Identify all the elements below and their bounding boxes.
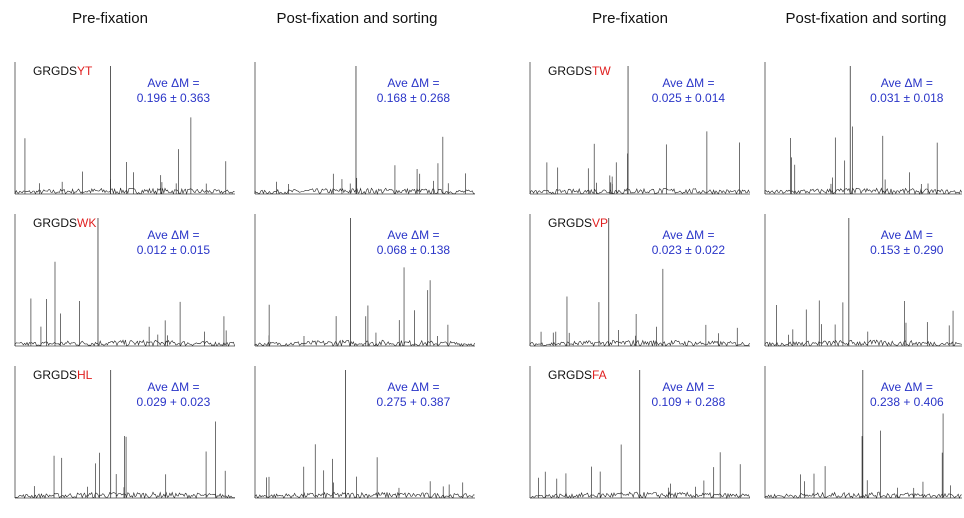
peptide-suffix: VP xyxy=(592,216,608,230)
peptide-prefix: GRGDS xyxy=(548,368,592,382)
peptide-label: GRGDSVP xyxy=(548,216,608,230)
peptide-label: GRGDSTW xyxy=(548,64,611,78)
ave-label: Ave ΔM = xyxy=(662,76,714,90)
ave-value: 0.031 ± 0.018 xyxy=(870,91,944,105)
peptide-prefix: GRGDS xyxy=(548,64,592,78)
column-header: Pre-fixation xyxy=(592,10,668,27)
spectrum-noise xyxy=(764,491,962,499)
ave-value: 0.023 ± 0.022 xyxy=(652,243,726,257)
ave-label: Ave ΔM = xyxy=(387,380,439,394)
peptide-label: GRGDSWK xyxy=(33,216,96,230)
peptide-suffix: YT xyxy=(77,64,93,78)
column-header: Post-fixation and sorting xyxy=(786,10,947,27)
spectrum-noise xyxy=(529,339,750,347)
ave-value: 0.029 + 0.023 xyxy=(137,395,211,409)
spectrum-noise xyxy=(529,187,750,195)
ave-label: Ave ΔM = xyxy=(881,228,933,242)
peptide-suffix: WK xyxy=(77,216,96,230)
ave-value: 0.025 ± 0.014 xyxy=(652,91,726,105)
spectrum-noise xyxy=(254,491,475,500)
ave-value: 0.012 ± 0.015 xyxy=(137,243,211,257)
spectrum-noise xyxy=(14,339,235,347)
spectrum-noise xyxy=(14,187,235,195)
peptide-label: GRGDSFA xyxy=(548,368,607,382)
ave-value: 0.238 + 0.406 xyxy=(870,395,944,409)
peptide-prefix: GRGDS xyxy=(33,64,77,78)
ave-label: Ave ΔM = xyxy=(662,228,714,242)
ave-value: 0.068 ± 0.138 xyxy=(377,243,451,257)
ave-label: Ave ΔM = xyxy=(881,380,933,394)
ave-value: 0.275 + 0.387 xyxy=(377,395,451,409)
peptide-suffix: TW xyxy=(592,64,611,78)
ave-label: Ave ΔM = xyxy=(387,76,439,90)
peptide-prefix: GRGDS xyxy=(33,368,77,382)
ave-value: 0.168 ± 0.268 xyxy=(377,91,451,105)
spectrum-noise xyxy=(764,339,962,347)
column-header: Pre-fixation xyxy=(72,10,148,27)
ave-label: Ave ΔM = xyxy=(662,380,714,394)
ave-label: Ave ΔM = xyxy=(881,76,933,90)
ave-label: Ave ΔM = xyxy=(147,76,199,90)
ave-value: 0.153 ± 0.290 xyxy=(870,243,944,257)
peptide-label: GRGDSHL xyxy=(33,368,93,382)
peptide-prefix: GRGDS xyxy=(33,216,77,230)
column-header: Post-fixation and sorting xyxy=(277,10,438,27)
peptide-suffix: HL xyxy=(77,368,93,382)
ave-value: 0.109 + 0.288 xyxy=(652,395,726,409)
peptide-label: GRGDSYT xyxy=(33,64,93,78)
ave-label: Ave ΔM = xyxy=(147,380,199,394)
spectrum-noise xyxy=(764,187,963,196)
ave-label: Ave ΔM = xyxy=(387,228,439,242)
peptide-prefix: GRGDS xyxy=(548,216,592,230)
ave-label: Ave ΔM = xyxy=(147,228,199,242)
peptide-suffix: FA xyxy=(592,368,607,382)
ave-value: 0.196 ± 0.363 xyxy=(137,91,211,105)
spectrum-noise xyxy=(254,339,475,347)
spectrum-noise xyxy=(254,187,475,195)
